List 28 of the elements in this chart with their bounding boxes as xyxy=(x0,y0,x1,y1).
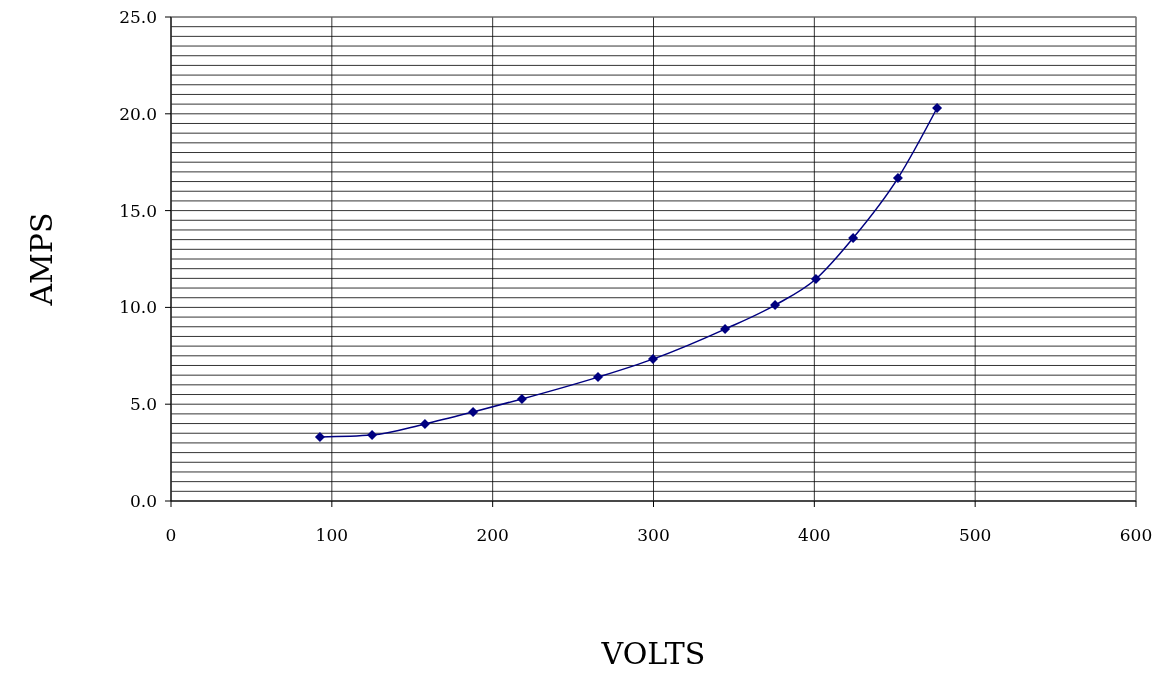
y-tick-label: 0.0 xyxy=(129,490,157,511)
x-tick-label: 600 xyxy=(1119,525,1153,545)
point xyxy=(932,102,943,113)
y-tick-label: 5.0 xyxy=(129,394,157,415)
point xyxy=(810,273,821,284)
point xyxy=(516,393,527,404)
point xyxy=(770,300,781,311)
x-axis-title: VOLTS xyxy=(600,636,706,671)
point xyxy=(593,372,604,383)
x-tick-label: 400 xyxy=(798,525,831,545)
point xyxy=(848,233,859,244)
x-tick-label: 300 xyxy=(637,525,670,545)
y-tick-label: 10.0 xyxy=(119,297,157,318)
x-tick-label: 200 xyxy=(476,525,509,545)
point xyxy=(648,354,659,365)
y-tick-label: 25.0 xyxy=(119,6,157,27)
y-tick-label: 15.0 xyxy=(119,200,157,221)
x-tick-label: 0 xyxy=(165,525,177,545)
x-tick-label: 500 xyxy=(958,525,992,545)
y-axis-title: AMPS xyxy=(24,212,59,307)
point xyxy=(720,324,731,335)
point xyxy=(468,406,479,417)
point xyxy=(314,431,325,442)
y-tick-label: 20.0 xyxy=(119,103,157,124)
point xyxy=(367,429,378,440)
point xyxy=(419,418,430,429)
point xyxy=(892,173,903,184)
x-tick-label: 100 xyxy=(315,525,349,545)
